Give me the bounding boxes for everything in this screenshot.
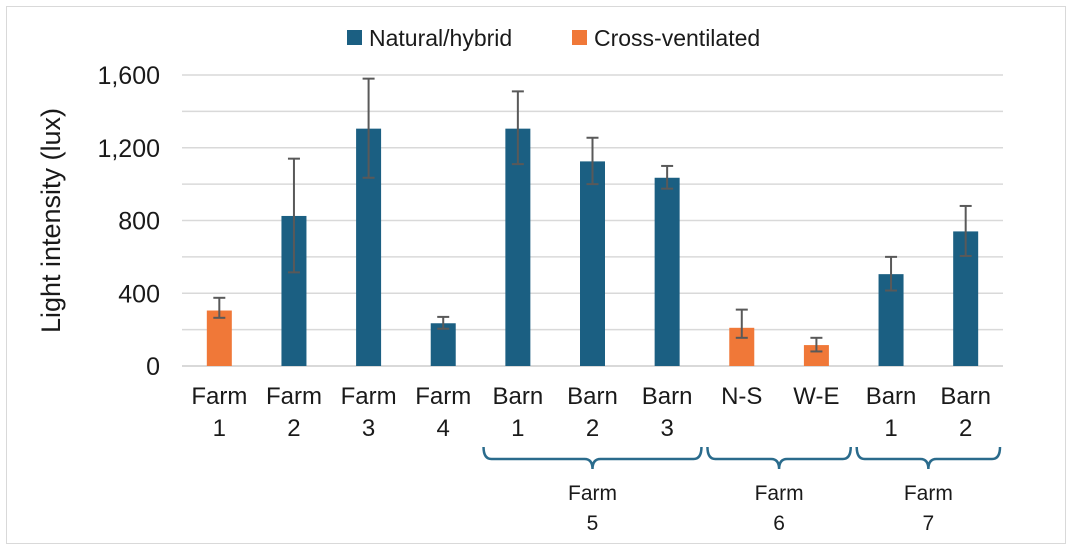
x-tick-label: 1 bbox=[511, 415, 524, 442]
x-tick-label: Barn bbox=[567, 383, 618, 410]
x-tick-label: Farm bbox=[415, 383, 471, 410]
x-tick-label: W-E bbox=[793, 383, 839, 410]
group-label: Farm bbox=[904, 482, 953, 505]
group-label: 5 bbox=[587, 512, 599, 535]
y-axis-label: Light intensity (lux) bbox=[36, 108, 66, 333]
x-tick-label: 1 bbox=[213, 415, 226, 442]
group-label: Farm bbox=[755, 482, 804, 505]
bar bbox=[430, 323, 456, 366]
group-bracket bbox=[482, 446, 703, 470]
group-bracket bbox=[706, 446, 852, 470]
x-tick-label: Farm bbox=[341, 383, 397, 410]
y-tick-label: 0 bbox=[146, 353, 160, 381]
bar bbox=[654, 177, 680, 366]
x-tick-label: Farm bbox=[191, 383, 247, 410]
x-tick-label: 1 bbox=[884, 415, 897, 442]
group-label: Farm bbox=[568, 482, 617, 505]
y-tick-label: 400 bbox=[118, 280, 160, 308]
y-tick-label: 1,200 bbox=[97, 135, 160, 163]
x-tick-label: Barn bbox=[642, 383, 693, 410]
bar bbox=[803, 345, 829, 366]
x-tick-label: Farm bbox=[266, 383, 322, 410]
x-tick-label: Barn bbox=[493, 383, 544, 410]
y-tick-label: 1,600 bbox=[97, 62, 160, 90]
legend-swatch bbox=[347, 30, 362, 45]
x-tick-label: 2 bbox=[586, 415, 599, 442]
x-tick-label: N-S bbox=[721, 383, 762, 410]
x-tick-label: 4 bbox=[437, 415, 450, 442]
legend-swatch bbox=[572, 30, 587, 45]
y-tick-label: 800 bbox=[118, 208, 160, 236]
x-tick-label: 3 bbox=[362, 415, 375, 442]
group-label: 7 bbox=[923, 512, 935, 535]
legend-label: Natural/hybrid bbox=[369, 25, 512, 51]
legend-label: Cross-ventilated bbox=[594, 25, 760, 51]
bar bbox=[206, 310, 232, 366]
x-tick-label: 3 bbox=[660, 415, 673, 442]
x-tick-label: Barn bbox=[866, 383, 917, 410]
bar bbox=[580, 161, 605, 366]
group-label: 6 bbox=[773, 512, 785, 535]
bar bbox=[505, 128, 531, 366]
x-tick-label: 2 bbox=[959, 415, 972, 442]
x-tick-label: Barn bbox=[940, 383, 991, 410]
x-tick-label: 2 bbox=[287, 415, 300, 442]
group-bracket bbox=[855, 446, 1002, 470]
